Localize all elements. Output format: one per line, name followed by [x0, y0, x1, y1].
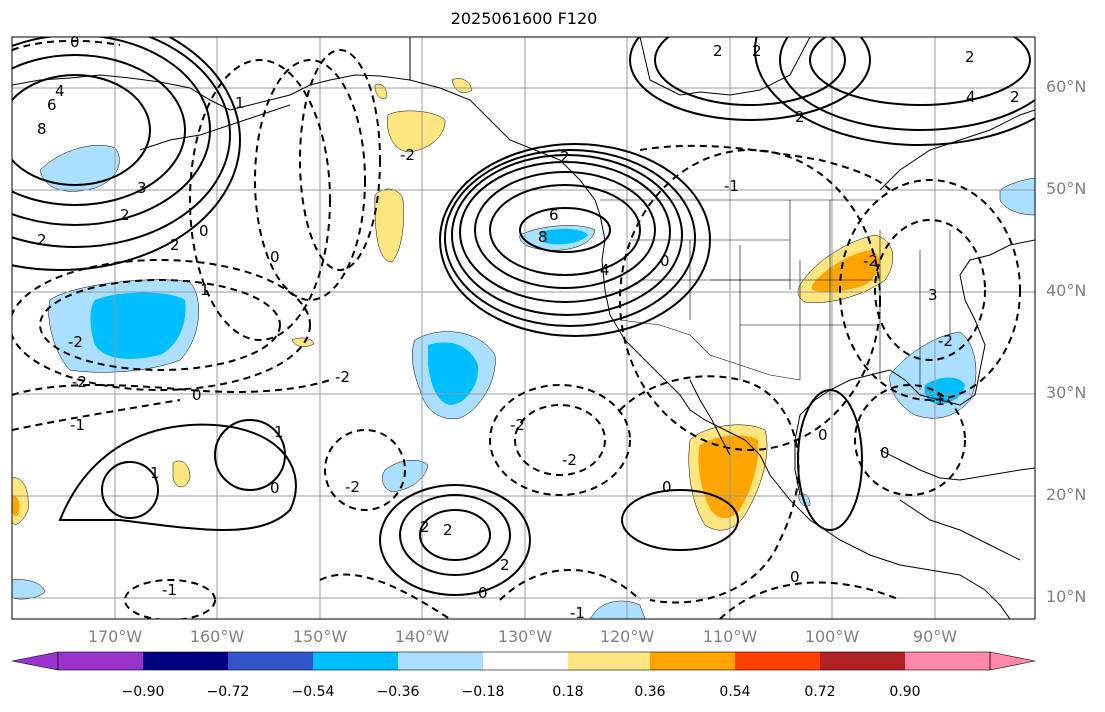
contour-labels: 0 4 6 8 2 3 2 2 1 0 -2 -2 -2 -1 0 -1 1 1…	[37, 33, 1020, 622]
borders	[600, 199, 951, 400]
contour-label: 2	[120, 206, 130, 224]
lon-label: 90°W	[912, 627, 958, 646]
contour-label: 2	[420, 518, 430, 536]
contour-label: -2	[562, 451, 577, 469]
contour-label: 6	[47, 96, 57, 114]
contour-label: 0	[270, 479, 280, 497]
colorbar-tick-label: 0.72	[804, 684, 836, 700]
contour-label: 0	[880, 444, 890, 462]
contour-label: -2	[510, 416, 525, 434]
contour-label: -1	[570, 604, 585, 622]
contour-label: 4	[966, 88, 976, 106]
contour-label: 1	[200, 281, 210, 299]
colorbar-tick-label: 0.36	[634, 684, 666, 700]
lat-label: 30°N	[1046, 383, 1087, 402]
contour-label: 0	[662, 478, 672, 496]
colorbar-tick-label: 0.18	[552, 684, 584, 700]
contour-label: -1	[724, 177, 739, 195]
map-frame	[11, 36, 1036, 620]
contour-label: 0	[192, 386, 202, 404]
colorbar-tick-label: −0.90	[121, 684, 165, 700]
colorbar-tick-label: −0.72	[206, 684, 250, 700]
contour-label: -2	[68, 333, 83, 351]
contour-label: 0	[199, 222, 209, 240]
contours-positive	[12, 37, 1035, 596]
contour-label: -1	[930, 391, 945, 409]
contour-label: 2	[560, 148, 570, 166]
contour-label: 0	[818, 426, 828, 444]
contour-label: 2	[37, 231, 47, 249]
contour-label: 2	[1010, 88, 1020, 106]
contour-label: 0	[478, 584, 488, 602]
contour-label: 2	[752, 42, 762, 60]
lon-label: 140°W	[394, 627, 450, 646]
contour-label: -1	[70, 416, 85, 434]
lon-label: 110°W	[702, 627, 758, 646]
contour-label: 1	[150, 464, 160, 482]
lat-label: 10°N	[1046, 587, 1087, 606]
contour-label: 0	[660, 252, 670, 270]
colorbar-tick-label: 0.90	[889, 684, 921, 700]
contour-label: 8	[538, 228, 548, 246]
contour-label: 0	[270, 248, 280, 266]
contour-label: 3	[928, 286, 938, 304]
contour-label: -2	[938, 332, 953, 350]
lon-label: 150°W	[292, 627, 348, 646]
contour-label: -2	[863, 252, 878, 270]
contour-label: 6	[549, 206, 559, 224]
contour-label: -2	[345, 478, 360, 496]
colorbar-tick-label: 0.54	[719, 684, 751, 700]
contour-label: -2	[72, 373, 87, 391]
shaded-areas	[12, 78, 1035, 619]
colorbar-tick-label: −0.18	[461, 684, 505, 700]
colorbar-extend-min	[11, 651, 59, 671]
contour-label: 2	[713, 42, 723, 60]
contour-label: 0	[70, 33, 80, 51]
lat-label: 50°N	[1046, 179, 1087, 198]
lat-label: 40°N	[1046, 281, 1087, 300]
colorbar-tick-label: −0.36	[376, 684, 420, 700]
lon-label: 120°W	[599, 627, 655, 646]
contour-label: 1	[274, 423, 284, 441]
contour-label: 1	[235, 94, 245, 112]
colorbar	[11, 651, 1036, 671]
colorbar-extend-max	[989, 651, 1036, 671]
contour-label: -2	[400, 146, 415, 164]
lon-label: 170°W	[87, 627, 143, 646]
contour-label: -2	[335, 368, 350, 386]
contour-label: 2	[965, 48, 975, 66]
lat-label: 20°N	[1046, 485, 1087, 504]
contour-label: -1	[162, 581, 177, 599]
lon-label: 160°W	[189, 627, 245, 646]
contour-label: 8	[37, 120, 47, 138]
contour-label: 4	[600, 261, 610, 279]
colorbar-tick-label: −0.54	[291, 684, 335, 700]
contour-label: 4	[55, 82, 65, 100]
lat-label: 60°N	[1046, 77, 1087, 96]
contour-label: 3	[137, 179, 147, 197]
lon-label: 100°W	[804, 627, 860, 646]
lon-label: 130°W	[497, 627, 553, 646]
contour-label: 2	[443, 521, 453, 539]
contour-label: 2	[170, 236, 180, 254]
contour-label: 2	[795, 108, 805, 126]
contour-label: 2	[500, 556, 510, 574]
contours-negative	[12, 39, 1021, 619]
contour-label: 0	[790, 568, 800, 586]
map-title: 2025061600 F120	[450, 9, 598, 28]
